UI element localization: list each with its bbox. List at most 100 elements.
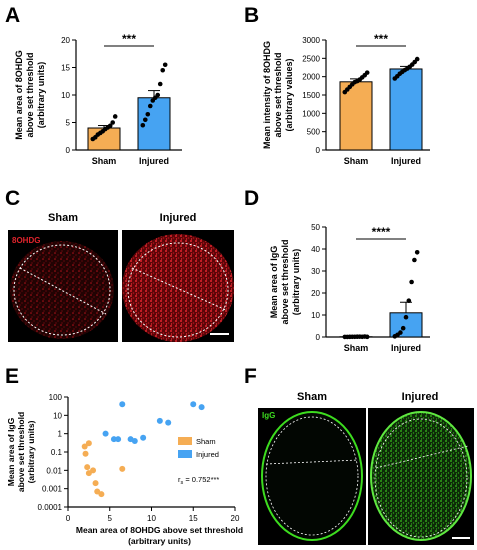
panel-c-title-sham: Sham: [48, 212, 78, 224]
panel-f-injured-section: [370, 411, 472, 541]
panel-e-data-point-injured: [190, 401, 197, 408]
panel-letter-d: D: [244, 187, 259, 210]
panel-a-y-tick-label: 15: [61, 64, 70, 73]
panel-a-significance-label: ***: [122, 32, 136, 46]
panel-e-data-point-sham: [81, 443, 88, 450]
panel-e-legend-label: Injured: [196, 450, 219, 459]
panel-d-data-point: [403, 314, 409, 320]
panel-b-y-axis-label: above set threshold: [273, 52, 283, 137]
panel-c-injured-midline: [131, 267, 227, 311]
panel-c-sham-midline: [19, 267, 107, 315]
panel-b-significance-label: ***: [374, 32, 388, 46]
panel-d-x-tick-label: Injured: [391, 343, 421, 353]
panel-b-y-tick-label: 1500: [302, 91, 320, 100]
panel-e-scatter-plot: 0.0001 0.001 0.01 0.1 1 10 100 0 5 10 15 20 Mean are…: [6, 393, 243, 546]
panel-a-x-tick-label: Sham: [92, 156, 117, 166]
panel-e-data-point-sham: [98, 491, 105, 498]
panel-d-y-tick-label: 50: [311, 223, 320, 232]
panel-e-data-point-injured: [165, 419, 172, 426]
panel-e-data-point-injured: [140, 434, 147, 441]
panel-d-y-axis-label: Mean area of IgG: [269, 246, 279, 319]
panel-d-y-tick-label: 40: [311, 245, 320, 254]
panel-e-x-tick-label: 15: [189, 514, 198, 523]
panel-a-data-point: [157, 81, 163, 87]
panel-a-y-axis-label: (arbitrary units): [36, 62, 46, 129]
panel-a-data-point: [107, 123, 113, 129]
panel-e-correlation-label: rs = 0.752***: [178, 475, 219, 486]
panel-a-y-axis-label: Mean area of 8OHDG: [14, 50, 24, 140]
panel-e-data-point-injured: [110, 436, 117, 443]
panel-d-data-point: [409, 279, 414, 285]
panel-e-x-tick-label: 10: [147, 514, 156, 523]
panel-c-stain-label: 8OHDG: [12, 236, 40, 245]
panel-letter-b: B: [244, 4, 259, 27]
panel-b-y-tick-label: 3000: [302, 36, 320, 45]
panel-a-y-tick-label: 0: [66, 146, 71, 155]
panel-a-data-point: [147, 103, 153, 109]
panel-e-y-tick-label: 0.1: [51, 448, 63, 457]
panel-f-images: Sham Injured IgG: [258, 391, 474, 545]
panel-e-data-point-sham: [119, 465, 126, 472]
panel-e-data-point-sham: [90, 467, 97, 474]
panel-c-injured-section: [122, 234, 234, 342]
panel-b-bar-chart: 0 500 1000 1500 2000 2500 3000 Mean intensity o…: [262, 32, 430, 166]
panel-f-stain-label: IgG: [262, 411, 275, 420]
panel-a-y-tick-label: 20: [61, 36, 70, 45]
panel-b-bar-injured: [389, 68, 423, 151]
panel-b-y-tick-label: 500: [307, 128, 321, 137]
panel-e-legend-label: Sham: [196, 437, 216, 446]
panel-a-data-point: [162, 62, 168, 68]
panel-b-y-axis-label: Mean intensity of 8OHDG: [262, 41, 272, 149]
panel-c-sham-outline: [13, 244, 111, 336]
panel-e-x-tick-label: 0: [66, 514, 71, 523]
panel-letter-f: F: [244, 365, 257, 388]
panel-a-data-point: [112, 114, 118, 119]
panel-c-title-injured: Injured: [160, 212, 197, 224]
panel-e-y-axis-label: (arbitrary units): [26, 420, 36, 483]
panel-b-y-tick-label: 1000: [302, 109, 320, 118]
panel-b-y-tick-label: 2000: [302, 73, 320, 82]
panel-f-sham-section: [261, 411, 363, 541]
panel-d-data-point: [406, 298, 412, 304]
panel-b-x-tick-label: Sham: [344, 156, 369, 166]
panel-b-y-tick-label: 2500: [302, 54, 320, 63]
panel-d-y-axis-label: above set threshold: [280, 239, 290, 324]
panel-e-y-axis-label: above set threshold: [16, 412, 26, 492]
panel-letter-c: C: [5, 187, 20, 210]
panel-a-x-tick-label: Injured: [139, 156, 169, 166]
panel-e-data-point-sham: [82, 450, 89, 457]
panel-a-data-point: [145, 111, 151, 117]
panel-e-data-point-injured: [119, 401, 126, 408]
panel-b-y-axis-label: (arbitrary values): [284, 58, 294, 131]
panel-f-sham-outline: [265, 416, 359, 536]
panel-d-bar-chart: 0 10 20 30 40 50 Mean area of IgG above set thr…: [269, 223, 430, 353]
panel-a-data-point: [140, 122, 146, 128]
panel-d-data-point: [414, 250, 420, 255]
panel-d-x-tick-label: Sham: [344, 343, 369, 353]
panel-e-x-tick-label: 20: [231, 514, 240, 523]
panel-a-data-point: [142, 117, 148, 123]
panel-a-y-axis-label: above set threshold: [25, 52, 35, 137]
panel-letter-a: A: [5, 4, 20, 27]
panel-e-data-point-sham: [84, 464, 91, 471]
panel-c-sham-section: [10, 241, 114, 339]
panel-e-data-point-injured: [198, 404, 205, 411]
panel-d-y-axis-label: (arbitrary units): [291, 249, 301, 316]
panel-a-y-tick-label: 5: [66, 119, 71, 128]
panel-b-y-tick-label: 0: [316, 146, 321, 155]
panel-d-y-tick-label: 0: [316, 333, 321, 342]
panel-e-y-tick-label: 0.0001: [38, 503, 63, 512]
panel-e-x-axis-label: Mean area of 8OHDG above set threshold: [76, 525, 243, 535]
panel-e-y-tick-label: 1: [58, 430, 63, 439]
panel-f-injured-outline: [374, 418, 468, 538]
panel-f-title-injured: Injured: [402, 391, 439, 403]
panel-f-title-sham: Sham: [297, 391, 327, 403]
panel-e-data-point-injured: [102, 430, 109, 437]
panel-e-y-tick-label: 100: [49, 393, 63, 402]
panel-d-y-tick-label: 10: [311, 311, 320, 320]
panel-e-data-point-injured: [156, 417, 163, 424]
panel-e-y-axis-label: Mean area of IgG: [6, 417, 16, 486]
panel-e-legend-swatch-injured: [178, 450, 192, 458]
panel-e-y-tick-label: 0.001: [42, 485, 63, 494]
